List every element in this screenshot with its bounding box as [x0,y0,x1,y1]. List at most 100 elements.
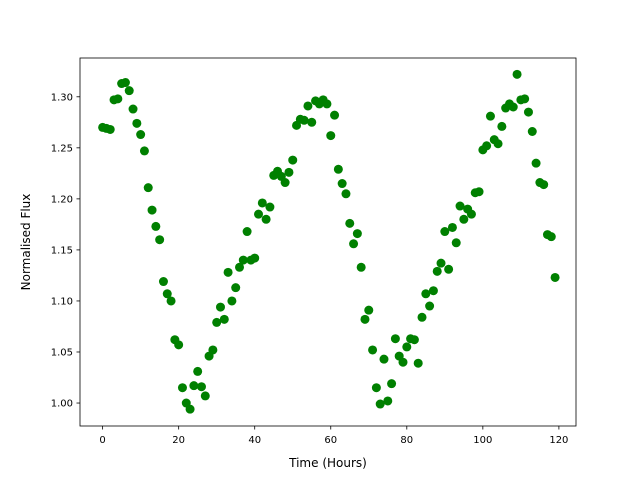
x-tick-label: 20 [172,435,185,446]
x-tick-label: 60 [324,435,337,446]
point [368,345,378,355]
point [520,94,530,104]
point [151,221,161,231]
point [493,139,503,149]
point [440,227,450,237]
point [371,383,381,393]
point [398,357,408,367]
point [158,277,168,287]
point [383,396,393,406]
point [208,345,218,355]
point [231,283,241,293]
point [227,296,237,306]
point [124,86,134,96]
point [352,229,362,239]
point [215,302,225,312]
point [212,317,222,327]
point [288,155,298,165]
point [280,178,290,188]
point [539,180,549,190]
point [447,222,457,232]
point [284,167,294,177]
point [421,289,431,299]
point [330,110,340,120]
point [223,267,233,277]
point [436,258,446,268]
point [113,94,123,104]
point [387,379,397,389]
point [356,262,366,272]
point [219,314,229,324]
point [162,289,172,299]
point [527,126,537,136]
point [474,187,484,197]
point [531,158,541,168]
point [360,314,370,324]
y-axis-label: Normalised Flux [19,194,33,291]
point [132,118,142,128]
point [200,391,210,401]
point [193,366,203,376]
point [402,342,412,352]
point [497,121,507,131]
point [189,381,199,391]
point [345,218,355,228]
point [375,399,385,409]
point [105,124,115,134]
x-axis-label: Time (Hours) [288,456,367,470]
y-tick-label: 1.00 [51,399,73,410]
point [333,164,343,174]
point [512,69,522,79]
point [550,272,560,282]
point [425,301,435,311]
point [546,232,556,242]
y-tick-label: 1.05 [51,347,73,358]
point [523,107,533,117]
point [390,334,400,344]
point [482,141,492,151]
point [349,239,359,249]
point [174,340,184,350]
y-tick-label: 1.30 [51,92,73,103]
point [337,179,347,189]
point [432,266,442,276]
point [322,99,332,109]
point [261,214,271,224]
point [307,117,317,127]
point [455,201,465,211]
point [265,202,275,212]
point [120,77,130,87]
point [466,209,476,219]
point [166,296,176,306]
plot-frame [79,57,577,427]
point [257,198,267,208]
y-tick-label: 1.10 [51,296,73,307]
x-tick-label: 80 [400,435,413,446]
point [299,115,309,125]
point [508,102,518,112]
point [155,235,165,245]
point [196,382,206,392]
x-tick-label: 100 [473,435,492,446]
x-tick-label: 120 [549,435,568,446]
point [459,214,469,224]
y-tick-label: 1.25 [51,143,73,154]
point [379,354,389,364]
point [413,358,423,368]
point [451,238,461,248]
point [341,189,351,199]
y-tick-label: 1.15 [51,245,73,256]
point [409,335,419,345]
point [238,255,248,265]
point [235,262,245,272]
point [242,227,252,237]
point [147,205,157,215]
point [139,146,149,156]
x-tick-label: 40 [248,435,261,446]
point [136,130,146,140]
point [303,101,313,111]
x-tick-label: 0 [99,435,105,446]
point [185,404,195,414]
point [485,111,495,121]
